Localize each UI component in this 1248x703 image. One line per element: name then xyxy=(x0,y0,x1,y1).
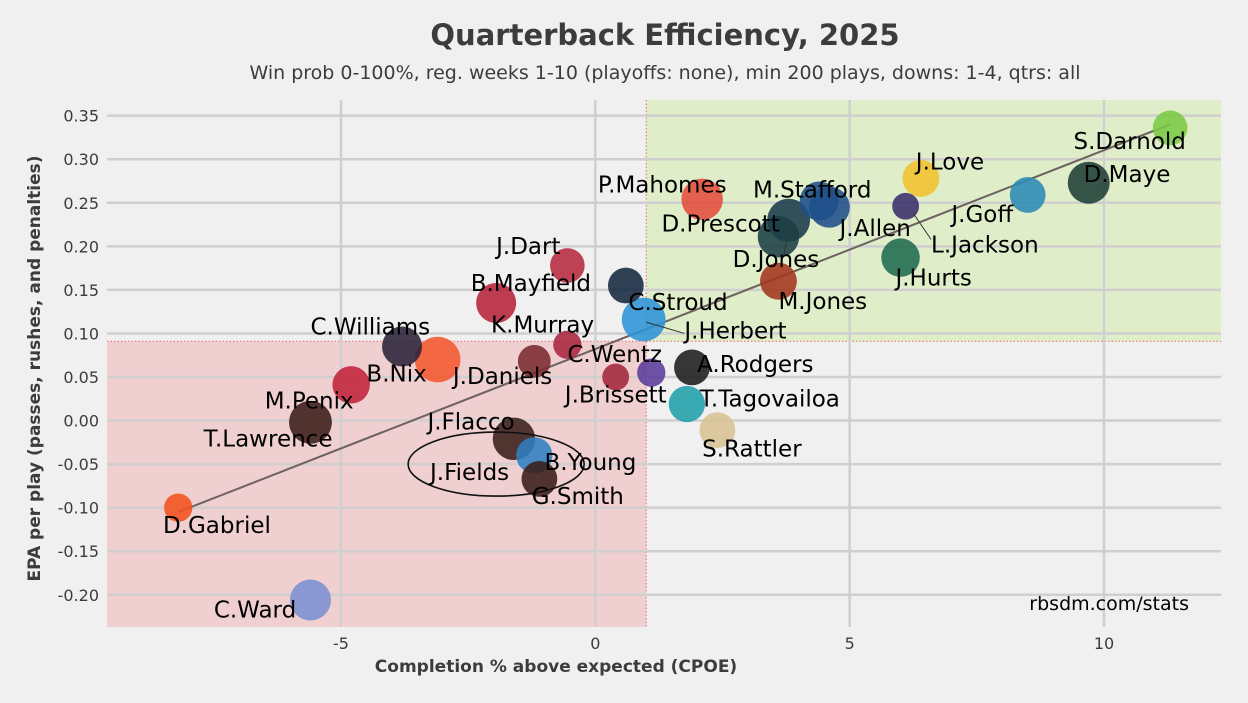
point-j-goff xyxy=(1009,177,1046,213)
point-j-hurts xyxy=(881,238,920,277)
y-tick-label: 0.35 xyxy=(63,107,99,126)
label-t-tagovailoa: T.Tagovailoa xyxy=(699,387,840,413)
axes: 0.35 0.30 0.25 0.20 0.15 0.10 0.05 0.00 -0.05 -0.… xyxy=(25,107,1189,677)
point-j-brissett xyxy=(602,363,630,391)
label-c-ward: C.Ward xyxy=(214,597,296,623)
point-m-penix xyxy=(289,400,332,444)
x-axis-title: Completion % above expected (CPOE) xyxy=(375,657,737,677)
point-c-williams xyxy=(382,326,423,367)
label-k-murray: K.Murray xyxy=(491,313,594,339)
label-b-young: B.Young xyxy=(544,450,636,476)
y-tick-label: -0.05 xyxy=(58,455,99,474)
label-s-darnold: S.Darnold xyxy=(1073,129,1185,155)
point-p-mahomes xyxy=(681,178,723,221)
label-d-gabriel: D.Gabriel xyxy=(163,513,271,539)
y-tick-label: 0.00 xyxy=(63,412,99,431)
label-j-allen: J.Allen xyxy=(837,216,910,242)
point-c-wentz xyxy=(637,358,666,387)
point-c-ward xyxy=(289,579,331,621)
label-c-wentz: C.Wentz xyxy=(567,342,662,368)
point-j-daniels-helmet xyxy=(414,336,461,383)
y-tick-label: -0.15 xyxy=(58,542,99,561)
x-tick-label: -5 xyxy=(333,634,349,653)
label-c-stroud: C.Stroud xyxy=(628,290,727,316)
label-j-goff: J.Goff xyxy=(949,202,1014,228)
point-s-darnold xyxy=(1152,110,1188,146)
trend-line xyxy=(177,123,1171,513)
point-d-maye xyxy=(1067,161,1110,204)
label-j-love: J.Love xyxy=(914,150,984,176)
point-b-mayfield xyxy=(476,282,517,323)
label-j-hurts: J.Hurts xyxy=(893,266,971,292)
point-m-jones xyxy=(760,262,797,300)
y-tick-label: 0.25 xyxy=(63,194,99,213)
grid-lines xyxy=(107,100,1221,627)
point-d-jones xyxy=(757,216,800,258)
point-m-stafford xyxy=(799,181,839,221)
data-points xyxy=(164,110,1188,621)
label-j-herbert: J.Herbert xyxy=(682,319,786,345)
point-b-nix xyxy=(332,366,370,404)
label-m-stafford: M.Stafford xyxy=(753,178,871,204)
point-k-murray xyxy=(553,330,582,359)
x-tick-label: 5 xyxy=(845,634,855,653)
y-tick-label: 0.10 xyxy=(63,324,99,343)
label-c-williams: C.Williams xyxy=(310,314,430,340)
label-j-flacco: J.Flacco xyxy=(425,409,514,435)
point-a-rodgers xyxy=(674,349,710,386)
label-leaders xyxy=(646,212,932,334)
point-j-love xyxy=(902,159,940,197)
label-a-rodgers: A.Rodgers xyxy=(697,352,813,378)
leader-j-herbert xyxy=(646,321,685,334)
y-tick-label: 0.05 xyxy=(63,368,99,387)
label-d-maye: D.Maye xyxy=(1084,162,1171,188)
label-g-smith: G.Smith xyxy=(532,484,624,510)
trend-line xyxy=(177,123,1171,513)
watermark: rbsdm.com/stats xyxy=(1029,593,1189,615)
point-j-daniels xyxy=(517,344,551,378)
y-tick-label: 0.15 xyxy=(63,281,99,300)
label-b-mayfield: B.Mayfield xyxy=(471,271,591,297)
highlight-ellipse xyxy=(407,431,585,497)
point-c-stroud xyxy=(607,267,644,304)
chart-subtitle: Win prob 0-100%, reg. weeks 1-10 (playof… xyxy=(249,62,1081,84)
point-s-rattler xyxy=(699,412,736,449)
highlight-ellipse-fields xyxy=(407,431,585,497)
point-j-herbert xyxy=(621,297,666,342)
leader-l-jackson xyxy=(912,212,932,240)
label-d-prescott: D.Prescott xyxy=(661,212,779,238)
y-tick-label: -0.10 xyxy=(58,499,99,518)
label-t-lawrence: T.Lawrence xyxy=(203,427,333,453)
label-s-rattler: S.Rattler xyxy=(702,436,802,462)
quadrant-good xyxy=(646,100,1221,342)
chart-title: Quarterback Efficiency, 2025 xyxy=(430,18,900,52)
point-d-gabriel xyxy=(164,493,193,522)
y-axis-title: EPA per play (passes, rushes, and penalt… xyxy=(25,155,45,581)
point-l-jackson xyxy=(892,192,920,220)
point-labels: S.Darnold D.Maye J.Love J.Goff L.Jackson J.Hu… xyxy=(163,129,1186,624)
y-tick-label: 0.20 xyxy=(63,237,99,256)
label-m-penix: M.Penix xyxy=(265,388,354,414)
label-j-daniels: J.Daniels xyxy=(451,364,552,390)
label-m-jones: M.Jones xyxy=(778,289,867,315)
point-t-tagovailoa xyxy=(668,385,706,423)
point-j-dart xyxy=(550,248,585,283)
label-l-jackson: L.Jackson xyxy=(931,232,1039,258)
label-j-dart: J.Dart xyxy=(494,234,560,260)
point-g-smith xyxy=(521,461,558,497)
x-tick-label: 0 xyxy=(590,634,600,653)
label-j-brissett: J.Brissett xyxy=(563,382,667,408)
leader-d-jones xyxy=(783,227,790,257)
label-p-mahomes: P.Mahomes xyxy=(598,172,727,198)
label-j-fields: J.Fields xyxy=(428,460,509,486)
label-b-nix: B.Nix xyxy=(366,361,426,387)
label-d-jones: D.Jones xyxy=(733,247,820,273)
y-tick-label: -0.20 xyxy=(58,586,99,605)
y-tick-label: 0.30 xyxy=(63,150,99,169)
x-tick-label: 10 xyxy=(1094,634,1114,653)
